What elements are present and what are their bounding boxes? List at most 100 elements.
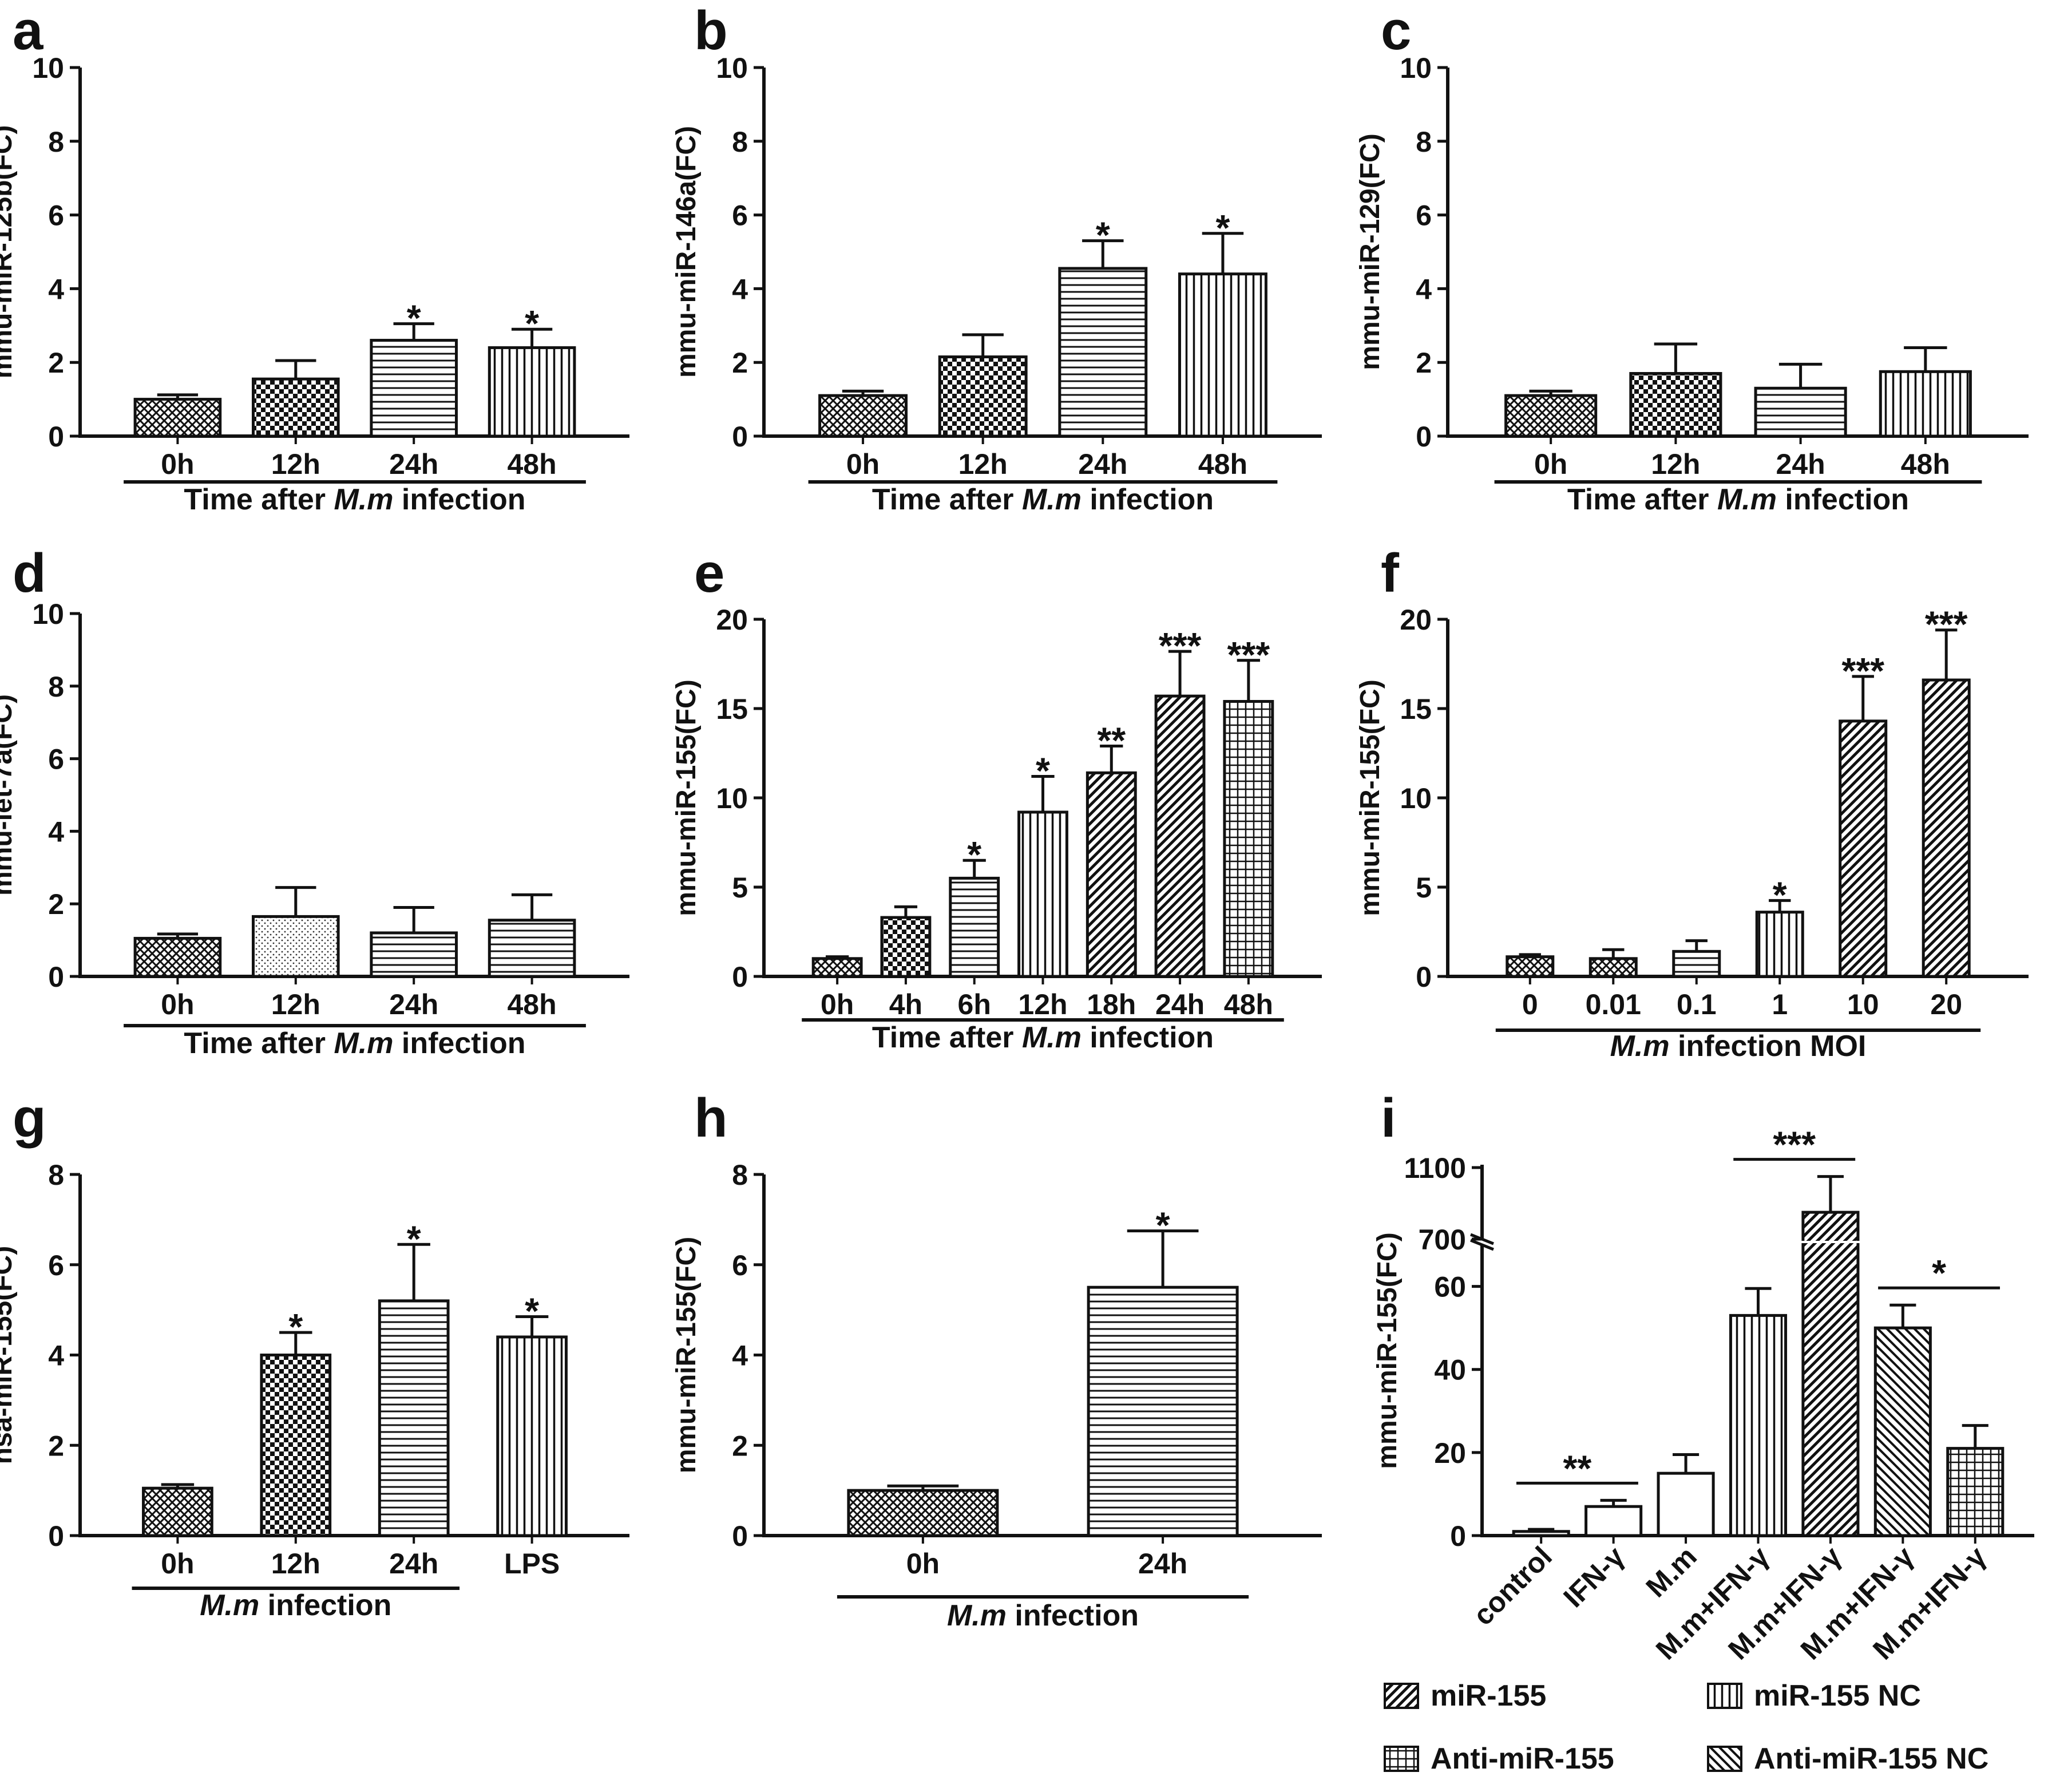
bar (1729, 1314, 1788, 1537)
y-tick-label: 8 (732, 1159, 748, 1191)
x-tick-label: 0.01 (1586, 988, 1641, 1020)
y-tick-label: 15 (1400, 693, 1432, 725)
y-tick-label: 4 (48, 1340, 64, 1372)
y-tick-label: 8 (732, 126, 748, 158)
y-tick-label: 8 (48, 1159, 64, 1191)
y-tick-label: 6 (48, 1249, 64, 1281)
legend-swatch (1707, 1746, 1742, 1772)
panel-letter: h (694, 1087, 728, 1149)
x-axis-label: M.m infection (947, 1599, 1139, 1632)
y-tick-label: 2 (48, 347, 64, 379)
x-tick-label: 24h (389, 988, 438, 1020)
y-tick-label: 5 (732, 872, 748, 904)
x-axis-label: Time after M.m infection (1567, 483, 1909, 516)
x-tick-label: control (1467, 1540, 1558, 1631)
bar (1086, 771, 1137, 978)
y-tick-label: 0 (48, 1520, 64, 1552)
legend-label: Anti-miR-155 NC (1754, 1742, 1988, 1775)
bar (847, 1489, 999, 1537)
significance-label: * (525, 1290, 539, 1331)
bar (1946, 1447, 2005, 1537)
y-tick-label: 2 (48, 888, 64, 920)
y-tick-label: 4 (48, 273, 64, 305)
bar (1087, 1285, 1239, 1537)
x-tick-label: 12h (271, 988, 320, 1020)
panel-f: f 0 5 10 15 20 mmu-miR-155(FC) 0 0.01 0.1 * 1 *** 10 *… (1355, 543, 2029, 1063)
y-tick-label: 8 (48, 126, 64, 158)
y-tick-label: 10 (1400, 782, 1432, 814)
x-tick-label: 0.1 (1677, 988, 1717, 1020)
bar (938, 355, 1028, 438)
x-tick-label: 24h (1776, 448, 1825, 480)
y-tick-label: 6 (48, 743, 64, 776)
significance-label: * (1215, 207, 1230, 248)
y-axis-label: mmu-let-7a(FC) (0, 694, 18, 896)
y-tick-label: 10 (32, 52, 64, 84)
y-tick-label: 0 (732, 1520, 748, 1552)
x-tick-label: 0h (161, 448, 194, 480)
bar (1017, 810, 1068, 978)
panel-letter: c (1381, 0, 1411, 61)
bar (1058, 267, 1148, 438)
y-axis-label: mmu-miR-125b(FC) (0, 125, 18, 379)
bar (133, 398, 222, 438)
bar (488, 919, 576, 978)
bar (1873, 1326, 1932, 1537)
y-tick-label: 4 (732, 1340, 748, 1372)
y-axis-label: mmu-miR-129(FC) (1355, 133, 1385, 370)
y-axis-label: mmu-miR-155(FC) (671, 1237, 702, 1473)
y-tick-label: 8 (48, 671, 64, 703)
y-tick-label: 8 (1416, 126, 1432, 158)
y-tick-label: 6 (732, 200, 748, 232)
y-tick-label: 2 (732, 1430, 748, 1462)
x-tick-label: 20 (1930, 988, 1962, 1020)
x-tick-label: 48h (508, 988, 557, 1020)
bar (251, 915, 340, 978)
x-tick-label: 48h (1198, 448, 1247, 480)
x-tick-label: 0h (906, 1548, 940, 1580)
x-tick-label: 24h (1078, 448, 1127, 480)
bar (1754, 386, 1847, 438)
bar (378, 1299, 450, 1537)
bar (1506, 955, 1555, 978)
y-tick-label: 20 (1434, 1437, 1466, 1469)
x-axis-label: M.m infection MOI (1610, 1030, 1867, 1063)
x-tick-label: 12h (1018, 988, 1067, 1020)
bar (1629, 372, 1722, 438)
x-tick-label: 6h (958, 988, 991, 1020)
panel-letter: g (13, 1087, 46, 1149)
significance-label: *** (1227, 634, 1270, 675)
y-tick-label: 15 (716, 693, 748, 725)
significance-label: * (1773, 874, 1787, 915)
y-tick-label: 2 (732, 347, 748, 379)
significance-label: * (1156, 1205, 1170, 1246)
x-axis-label: M.m infection (200, 1589, 391, 1622)
panel-d: d 0 2 4 6 8 10 mmu-let-7a(FC) 0h 12h 24h 48h Time af… (0, 543, 629, 1060)
bar (1512, 1530, 1570, 1537)
y-tick-label: 20 (716, 604, 748, 636)
x-tick-label: 12h (1651, 448, 1700, 480)
bar (251, 377, 340, 438)
y-tick-label: 4 (732, 273, 748, 305)
significance-label: * (967, 834, 981, 875)
panel-letter: f (1381, 543, 1400, 604)
significance-label: * (407, 298, 421, 339)
panel-h: h 0 2 4 6 8 mmu-miR-155(FC) 0h * 24h M.m infection (671, 1087, 1322, 1632)
significance-label: *** (1773, 1124, 1816, 1165)
bar (142, 1486, 213, 1537)
y-tick-label: 5 (1416, 872, 1432, 904)
y-tick-label: 4 (48, 816, 64, 848)
x-tick-label: 0h (1534, 448, 1567, 480)
x-tick-label: 48h (1901, 448, 1950, 480)
significance-label: * (1036, 750, 1050, 792)
y-tick-label: 6 (48, 200, 64, 232)
bar (1154, 694, 1206, 978)
bar (370, 339, 458, 438)
bar (1879, 370, 1972, 438)
x-axis-label: Time after M.m infection (872, 1021, 1214, 1054)
bar (1672, 950, 1721, 978)
legend-swatch (1707, 1683, 1742, 1709)
x-tick-label: 24h (1155, 988, 1205, 1020)
x-tick-label: 1 (1772, 988, 1788, 1020)
